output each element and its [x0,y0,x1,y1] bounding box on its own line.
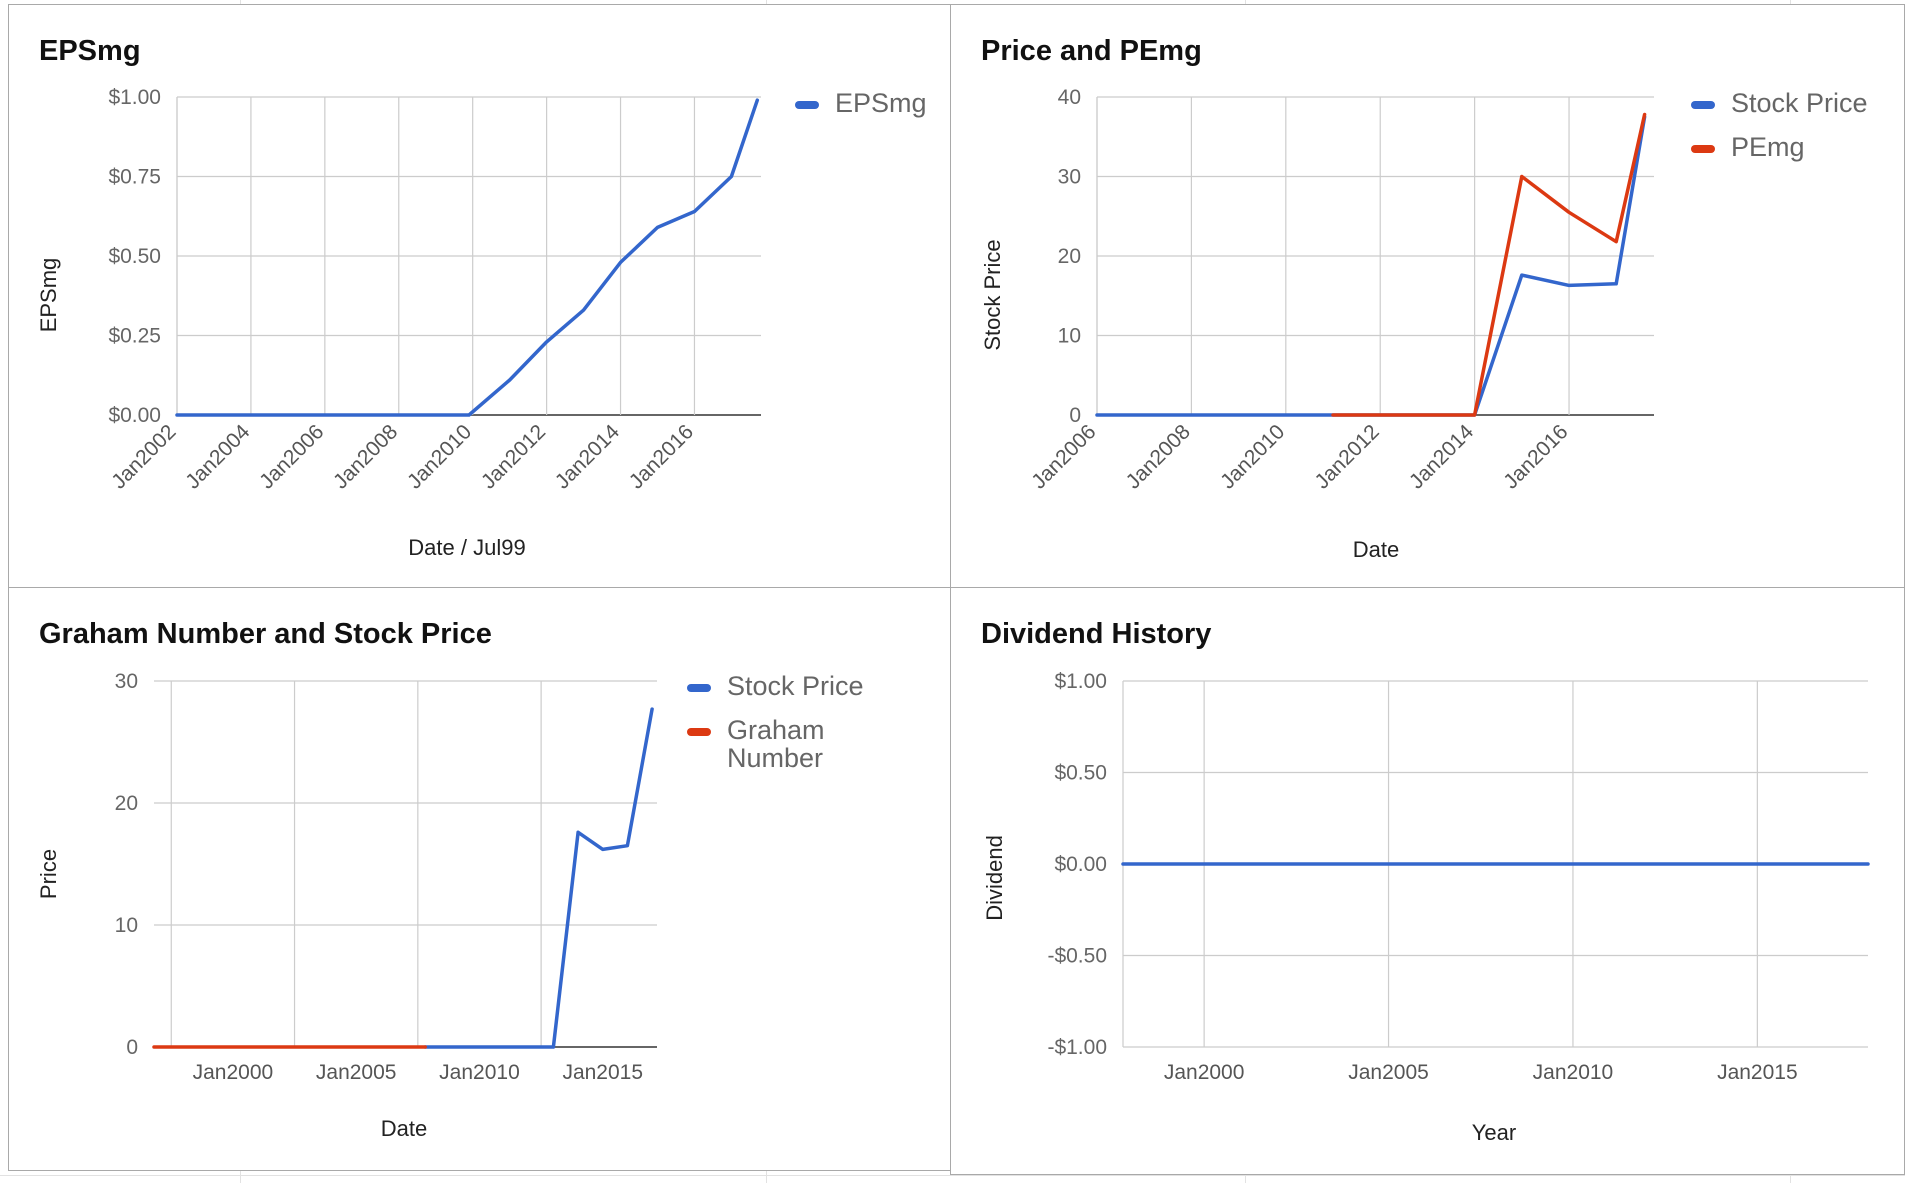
chart-price-and-pemg[interactable]: Price and PEmg 0 10 20 30 40 Jan2006 Jan2008 Ja… [950,4,1905,588]
chart-title: Graham Number and Stock Price [39,618,492,650]
chart-title: Price and PEmg [981,35,1202,67]
x-tick-label: Jan2012 [1311,420,1384,493]
x-tick-label: Jan2014 [551,420,624,493]
y-tick-label: $1.00 [108,86,161,109]
x-tick-label: Jan2014 [1405,420,1478,493]
chart-graham-number-and-stock-price[interactable]: Graham Number and Stock Price 0 10 20 30 Jan… [8,587,951,1171]
legend-swatch [1691,101,1715,109]
y-tick-label: 30 [1058,166,1081,189]
legend-swatch [795,101,819,109]
y-tick-label: $0.75 [108,166,161,189]
chart-epsmg[interactable]: EPSmg $0.00 $0.25 $0.50 $0.75 $1.00 Jan2002 Ja… [8,4,951,588]
chart-plot: 0 10 20 30 Jan2000 Jan2005 Jan2010 Jan2015 [115,670,657,1084]
chart-dividend-history[interactable]: Dividend History -$1.00 -$0.50 $0.00 $0.50 $… [950,587,1905,1175]
series-line [423,707,654,1049]
series-line [1331,112,1647,417]
x-tick-label: Jan2005 [1348,1061,1429,1084]
legend-item[interactable]: EPSmg [795,89,927,117]
legend-label: PEmg [1731,132,1805,162]
y-tick-label: -$0.50 [1047,945,1107,968]
legend-swatch [687,684,711,692]
legend-item[interactable]: Graham Number [687,716,887,772]
y-tick-label: $0.50 [1054,762,1107,785]
series-line [175,98,760,417]
y-axis-title: Stock Price [980,239,1005,351]
x-axis-title: Year [1471,1120,1517,1145]
x-tick-label: Jan2002 [107,420,180,493]
y-tick-label: $1.00 [1054,670,1107,693]
chart-plot: -$1.00 -$0.50 $0.00 $0.50 $1.00 Jan2000 Jan200… [1047,670,1870,1084]
legend: EPSmg [795,89,927,133]
y-tick-label: $0.50 [108,245,161,268]
legend-label: Graham Number [727,715,825,773]
legend-swatch [1691,145,1715,153]
x-tick-label: Jan2000 [193,1061,274,1084]
y-tick-label: $0.00 [1054,853,1107,876]
legend-label: Stock Price [727,671,864,701]
y-tick-label: $0.00 [108,404,161,427]
x-axis-title: Date [1352,537,1400,562]
legend: Stock Price PEmg [1691,89,1868,177]
x-tick-label: Jan2010 [403,420,476,493]
legend-item[interactable]: Stock Price [1691,89,1868,117]
sheet-row-line [0,1175,1905,1176]
x-tick-label: Jan2000 [1164,1061,1245,1084]
x-tick-label: Jan2012 [477,420,550,493]
x-tick-label: Jan2006 [1027,420,1100,493]
y-tick-label: 0 [1069,404,1081,427]
y-tick-label: 10 [115,914,138,937]
legend-item[interactable]: PEmg [1691,133,1868,161]
legend-label: EPSmg [835,88,927,118]
y-axis-title: Dividend [982,835,1007,921]
legend: Stock Price Graham Number [687,672,887,788]
chart-plot: 0 10 20 30 40 Jan2006 Jan2008 Jan2010 Jan2012 Jan… [1027,86,1654,494]
y-tick-label: 20 [1058,245,1081,268]
legend-label: Stock Price [1731,88,1868,118]
y-tick-label: 40 [1058,86,1081,109]
x-tick-label: Jan2010 [439,1061,520,1084]
x-tick-label: Jan2008 [1122,420,1195,493]
legend-swatch [687,728,711,736]
x-tick-label: Jan2015 [562,1061,643,1084]
x-axis-title: Date [380,1116,428,1141]
x-tick-label: Jan2016 [1499,420,1572,493]
x-tick-label: Jan2008 [329,420,402,493]
series-line [1095,115,1647,417]
x-tick-label: Jan2010 [1533,1061,1614,1084]
x-tick-label: Jan2004 [181,420,254,493]
y-tick-label: 20 [115,792,138,815]
x-tick-label: Jan2006 [255,420,328,493]
y-tick-label: 10 [1058,325,1081,348]
chart-title: Dividend History [981,618,1212,650]
x-tick-label: Jan2010 [1216,420,1289,493]
x-axis-title: Date / Jul99 [408,535,526,560]
y-axis-title: EPSmg [36,257,61,333]
x-tick-label: Jan2005 [316,1061,397,1084]
y-tick-label: -$1.00 [1047,1036,1107,1059]
x-tick-label: Jan2016 [625,420,698,493]
y-axis-title: Price [36,848,61,900]
y-tick-label: 0 [126,1036,138,1059]
y-tick-label: $0.25 [108,325,161,348]
legend-item[interactable]: Stock Price [687,672,887,700]
chart-title: EPSmg [39,35,141,67]
x-tick-label: Jan2015 [1717,1061,1798,1084]
y-tick-label: 30 [115,670,138,693]
